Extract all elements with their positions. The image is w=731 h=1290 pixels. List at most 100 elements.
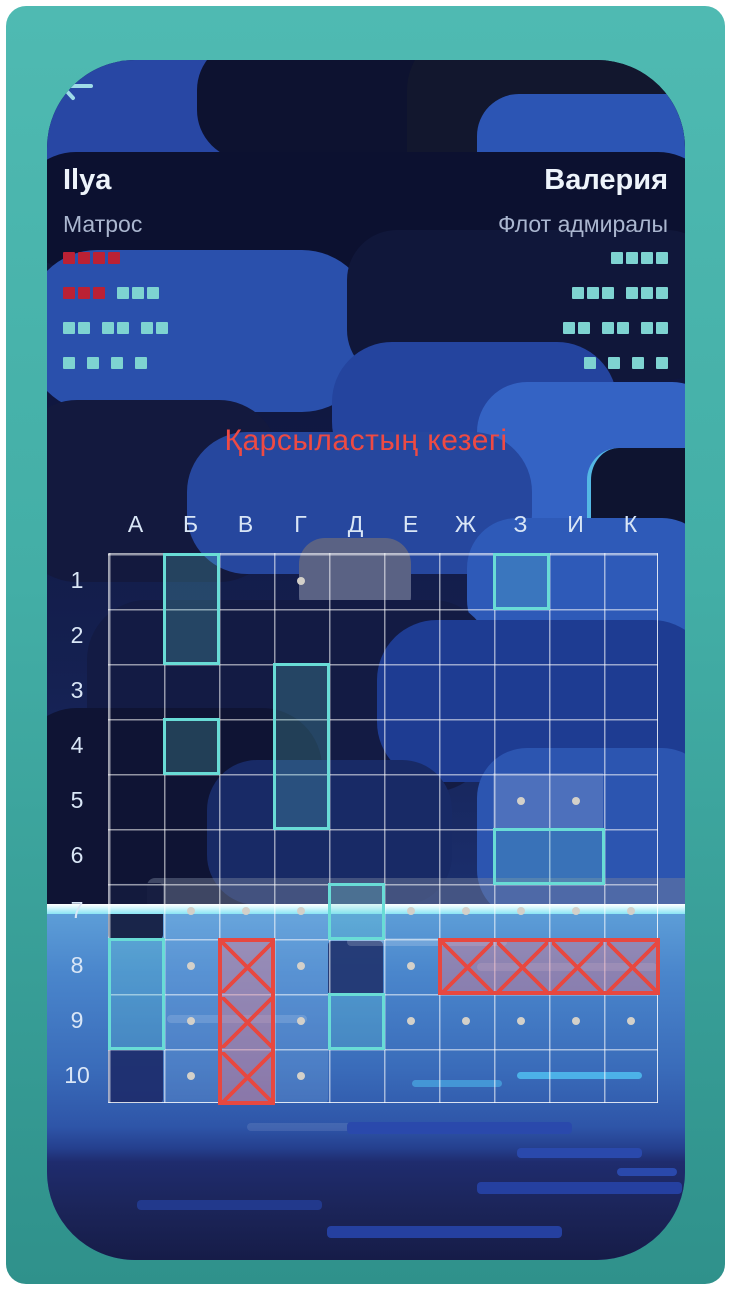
battleship-board: А Б В Г Д Е Ж З И К 1 2 3 4 5 6 7 8 9 10 bbox=[47, 60, 685, 1260]
fleet-ship-1-alive bbox=[135, 357, 147, 369]
miss-marker-Ж9 bbox=[461, 1016, 470, 1025]
hit-x-marker bbox=[552, 942, 603, 993]
row-label-6: 6 bbox=[70, 842, 84, 868]
fleet-ship-2-alive bbox=[141, 322, 168, 334]
fleet-ship-2-alive bbox=[602, 322, 629, 334]
miss-marker-Г1 bbox=[296, 576, 305, 585]
back-arrow-icon bbox=[60, 72, 93, 100]
turn-indicator: Қарсыластың кезегі bbox=[224, 424, 508, 457]
fleet-row bbox=[584, 357, 668, 369]
fleet-ship-2-alive bbox=[563, 322, 590, 334]
fleet-ship-1-alive bbox=[584, 357, 596, 369]
fleet-status-right bbox=[563, 252, 668, 369]
fleet-ship-2-alive bbox=[63, 322, 90, 334]
fleet-ship-1-alive bbox=[608, 357, 620, 369]
fleet-square bbox=[587, 287, 599, 299]
fleet-ship-4-destroyed bbox=[63, 252, 120, 264]
fleet-square bbox=[117, 322, 129, 334]
col-label-В: В bbox=[237, 511, 254, 537]
fleet-square bbox=[608, 357, 620, 369]
fleet-square bbox=[78, 252, 90, 264]
fleet-square bbox=[656, 357, 668, 369]
fleet-square bbox=[617, 322, 629, 334]
player-name-right: Валерия bbox=[544, 164, 668, 196]
fleet-square bbox=[572, 287, 584, 299]
fleet-square bbox=[63, 357, 75, 369]
hit-x-marker bbox=[442, 942, 493, 993]
fleet-row bbox=[611, 252, 668, 264]
miss-marker-В7 bbox=[241, 906, 250, 915]
row-label-2: 2 bbox=[70, 622, 84, 648]
player-name-left: Ilya bbox=[63, 164, 112, 196]
fleet-row bbox=[572, 287, 668, 299]
fleet-square bbox=[632, 357, 644, 369]
fleet-square bbox=[626, 287, 638, 299]
fleet-status-left bbox=[63, 252, 168, 369]
ship-destroyed-Ж8 bbox=[438, 938, 660, 995]
row-label-5: 5 bbox=[70, 787, 84, 813]
miss-marker-И7 bbox=[571, 906, 580, 915]
miss-marker-Г7 bbox=[296, 906, 305, 915]
fleet-square bbox=[78, 287, 90, 299]
row-label-7: 7 bbox=[70, 897, 84, 923]
col-label-А: А bbox=[127, 511, 144, 537]
fleet-square bbox=[132, 287, 144, 299]
fleet-ship-3-alive bbox=[572, 287, 614, 299]
fleet-square bbox=[602, 322, 614, 334]
miss-marker-Б9 bbox=[186, 1016, 195, 1025]
fleet-square bbox=[656, 322, 668, 334]
miss-marker-З5 bbox=[516, 796, 525, 805]
miss-marker-К7 bbox=[626, 906, 635, 915]
back-button[interactable] bbox=[55, 70, 103, 114]
miss-marker-Е9 bbox=[406, 1016, 415, 1025]
fleet-square bbox=[602, 287, 614, 299]
fleet-ship-3-destroyed bbox=[63, 287, 105, 299]
fleet-row bbox=[63, 357, 147, 369]
miss-marker-Е8 bbox=[406, 961, 415, 970]
fleet-square bbox=[584, 357, 596, 369]
fleet-ship-1-alive bbox=[87, 357, 99, 369]
fleet-square bbox=[63, 252, 75, 264]
ship-alive-З1 bbox=[493, 553, 550, 610]
fleet-square bbox=[78, 322, 90, 334]
fleet-ship-1-alive bbox=[632, 357, 644, 369]
miss-marker-К9 bbox=[626, 1016, 635, 1025]
fleet-ship-1-alive bbox=[63, 357, 75, 369]
fleet-square bbox=[156, 322, 168, 334]
fleet-square bbox=[141, 322, 153, 334]
ship-alive-Д9 bbox=[328, 993, 385, 1050]
row-label-9: 9 bbox=[70, 1007, 84, 1033]
fleet-square bbox=[63, 287, 75, 299]
fleet-row bbox=[63, 252, 120, 264]
fleet-square bbox=[656, 252, 668, 264]
fleet-square bbox=[578, 322, 590, 334]
fleet-square bbox=[117, 287, 129, 299]
fleet-square bbox=[611, 252, 623, 264]
fleet-row bbox=[563, 322, 668, 334]
fleet-ship-3-alive bbox=[626, 287, 668, 299]
col-label-Е: Е bbox=[402, 511, 419, 537]
fleet-square bbox=[93, 287, 105, 299]
row-label-3: 3 bbox=[70, 677, 84, 703]
fleet-square bbox=[135, 357, 147, 369]
row-label-4: 4 bbox=[70, 732, 84, 758]
hit-x-marker bbox=[497, 942, 548, 993]
miss-marker-Е7 bbox=[406, 906, 415, 915]
miss-marker-З9 bbox=[516, 1016, 525, 1025]
fleet-square bbox=[656, 287, 668, 299]
col-label-Г: Г bbox=[294, 511, 307, 537]
player-rank-right: Флот адмиралы bbox=[497, 211, 668, 237]
col-label-Ж: Ж bbox=[454, 511, 477, 537]
col-label-И: И bbox=[567, 511, 584, 537]
fleet-square bbox=[102, 322, 114, 334]
row-label-10: 10 bbox=[64, 1062, 90, 1088]
row-label-8: 8 bbox=[70, 952, 84, 978]
fleet-ship-3-alive bbox=[117, 287, 159, 299]
fleet-ship-4-alive bbox=[611, 252, 668, 264]
miss-marker-Г10 bbox=[296, 1071, 305, 1080]
fleet-square bbox=[108, 252, 120, 264]
fleet-square bbox=[63, 322, 75, 334]
hit-x-marker bbox=[607, 942, 658, 993]
fleet-square bbox=[111, 357, 123, 369]
